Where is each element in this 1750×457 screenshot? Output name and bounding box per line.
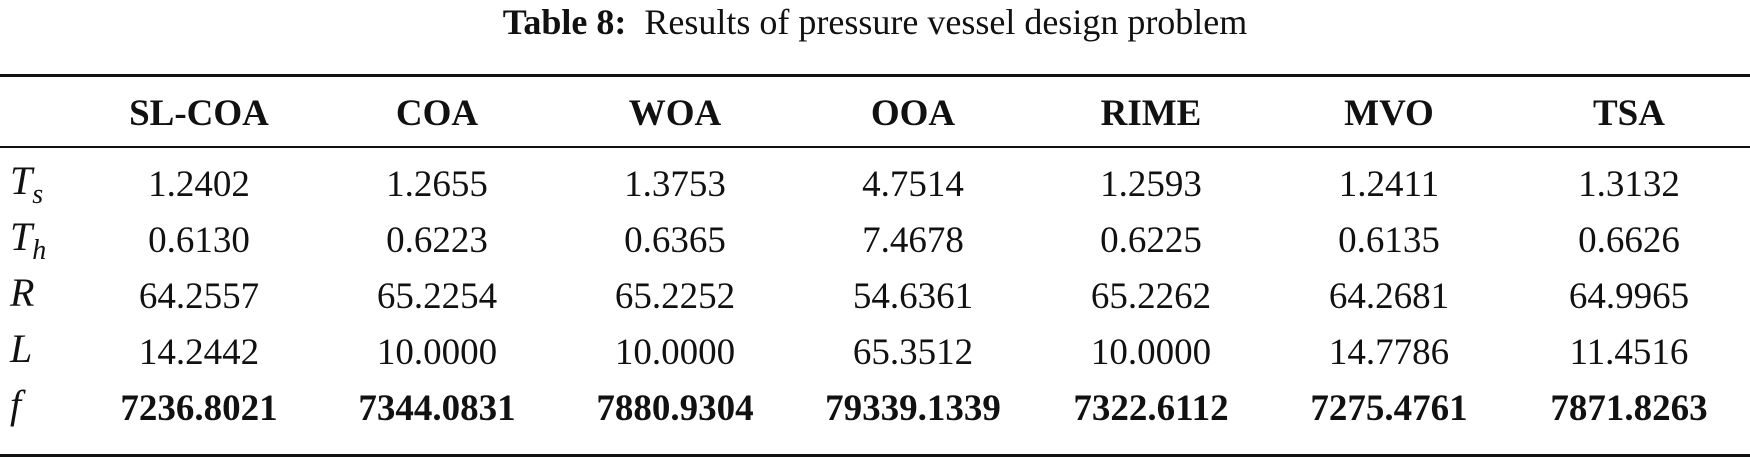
table-cell: 0.6135 (1338, 219, 1440, 261)
table-cell: 1.2411 (1338, 163, 1440, 205)
table-cell: 0.6130 (148, 219, 250, 261)
table-cell: 4.7514 (862, 163, 964, 205)
table-cell: 7871.8263 (1550, 387, 1708, 429)
row-label: R (0, 268, 80, 324)
table-cell: 64.2681 (1328, 275, 1450, 317)
row-label: f (0, 380, 80, 436)
row-symbol: T (10, 214, 33, 259)
column-header: COA (395, 92, 479, 134)
header-row: SL-COA COA WOA OOA RIME MVO TSA (0, 80, 1750, 146)
table-cell: 1.3132 (1578, 163, 1680, 205)
table-caption: Table 8: Results of pressure vessel desi… (0, 0, 1750, 44)
table-cell: 1.2655 (386, 163, 488, 205)
row-symbol: L (10, 326, 33, 371)
row-subscript: s (32, 179, 44, 210)
table-cell: 7322.6112 (1073, 387, 1229, 429)
header-corner (0, 80, 80, 146)
row-label: Th (0, 212, 80, 268)
table-cell: 7236.8021 (120, 387, 278, 429)
table-cell: 7275.4761 (1310, 387, 1468, 429)
table-cell: 54.6361 (852, 275, 974, 317)
table-cell: 14.7786 (1328, 331, 1450, 373)
table-cell: 10.0000 (614, 331, 736, 373)
table-cell: 1.2402 (148, 163, 250, 205)
table-row: Ts 1.2402 1.2655 1.3753 4.7514 1.2593 1.… (0, 146, 1750, 212)
table-cell: 0.6626 (1578, 219, 1680, 261)
table-cell: 1.2593 (1100, 163, 1202, 205)
column-header: MVO (1344, 92, 1434, 134)
table-cell: 7880.9304 (596, 387, 754, 429)
column-header: OOA (870, 92, 956, 134)
results-table: SL-COA COA WOA OOA RIME MVO TSA Ts 1.240… (0, 80, 1750, 436)
caption-label: Table 8: (502, 2, 627, 42)
table-row: f 7236.8021 7344.0831 7880.9304 79339.13… (0, 380, 1750, 436)
table-cell: 7344.0831 (358, 387, 516, 429)
row-symbol: T (10, 158, 33, 203)
top-rule (0, 74, 1750, 77)
table-row: L 14.2442 10.0000 10.0000 65.3512 10.000… (0, 324, 1750, 380)
table-cell: 10.0000 (1090, 331, 1212, 373)
row-symbol: f (10, 382, 22, 427)
table-cell: 0.6223 (386, 219, 488, 261)
table-cell: 64.2557 (138, 275, 260, 317)
table-cell: 65.2252 (614, 275, 736, 317)
row-subscript: h (32, 235, 47, 266)
column-header: TSA (1593, 92, 1665, 134)
table-row: R 64.2557 65.2254 65.2252 54.6361 65.226… (0, 268, 1750, 324)
table-cell: 64.9965 (1568, 275, 1690, 317)
table-cell: 11.4516 (1569, 331, 1689, 373)
table-cell: 10.0000 (376, 331, 498, 373)
column-header: WOA (628, 92, 722, 134)
table-cell: 14.2442 (138, 331, 260, 373)
row-label: L (0, 324, 80, 380)
bottom-rule (0, 454, 1750, 457)
header-rule (0, 146, 1750, 148)
caption-text: Results of pressure vessel design proble… (644, 2, 1248, 42)
column-header: RIME (1100, 92, 1202, 134)
table-cell: 7.4678 (862, 219, 964, 261)
table-cell: 65.3512 (852, 331, 974, 373)
row-symbol: R (10, 270, 35, 315)
table-cell: 0.6225 (1100, 219, 1202, 261)
table-row: Th 0.6130 0.6223 0.6365 7.4678 0.6225 0.… (0, 212, 1750, 268)
table-cell: 0.6365 (624, 219, 726, 261)
column-header: SL-COA (129, 92, 269, 134)
table-cell: 79339.1339 (825, 387, 1001, 429)
row-label: Ts (0, 146, 80, 212)
table-cell: 65.2262 (1090, 275, 1212, 317)
table-cell: 1.3753 (624, 163, 726, 205)
table-cell: 65.2254 (376, 275, 498, 317)
